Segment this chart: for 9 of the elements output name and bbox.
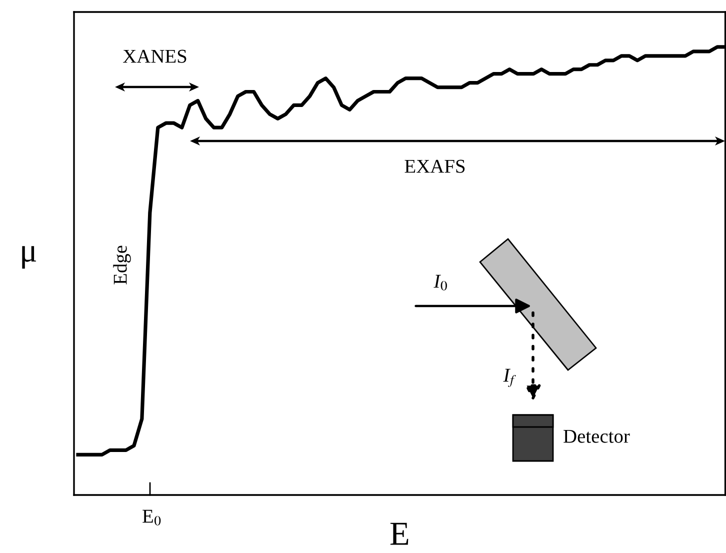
x-axis-title: E bbox=[390, 522, 408, 545]
annotation: Detector bbox=[564, 430, 630, 443]
annotation: Edge bbox=[113, 246, 131, 284]
text: E$_{0}$ bbox=[142, 510, 161, 526]
annotation: EXAFS bbox=[404, 160, 465, 173]
annotation: I$_{f}$ bbox=[503, 368, 516, 387]
y-axis-title: μ bbox=[22, 246, 36, 269]
annotation: XANES bbox=[123, 50, 186, 63]
annotation: I$_{0}$ bbox=[434, 274, 447, 290]
